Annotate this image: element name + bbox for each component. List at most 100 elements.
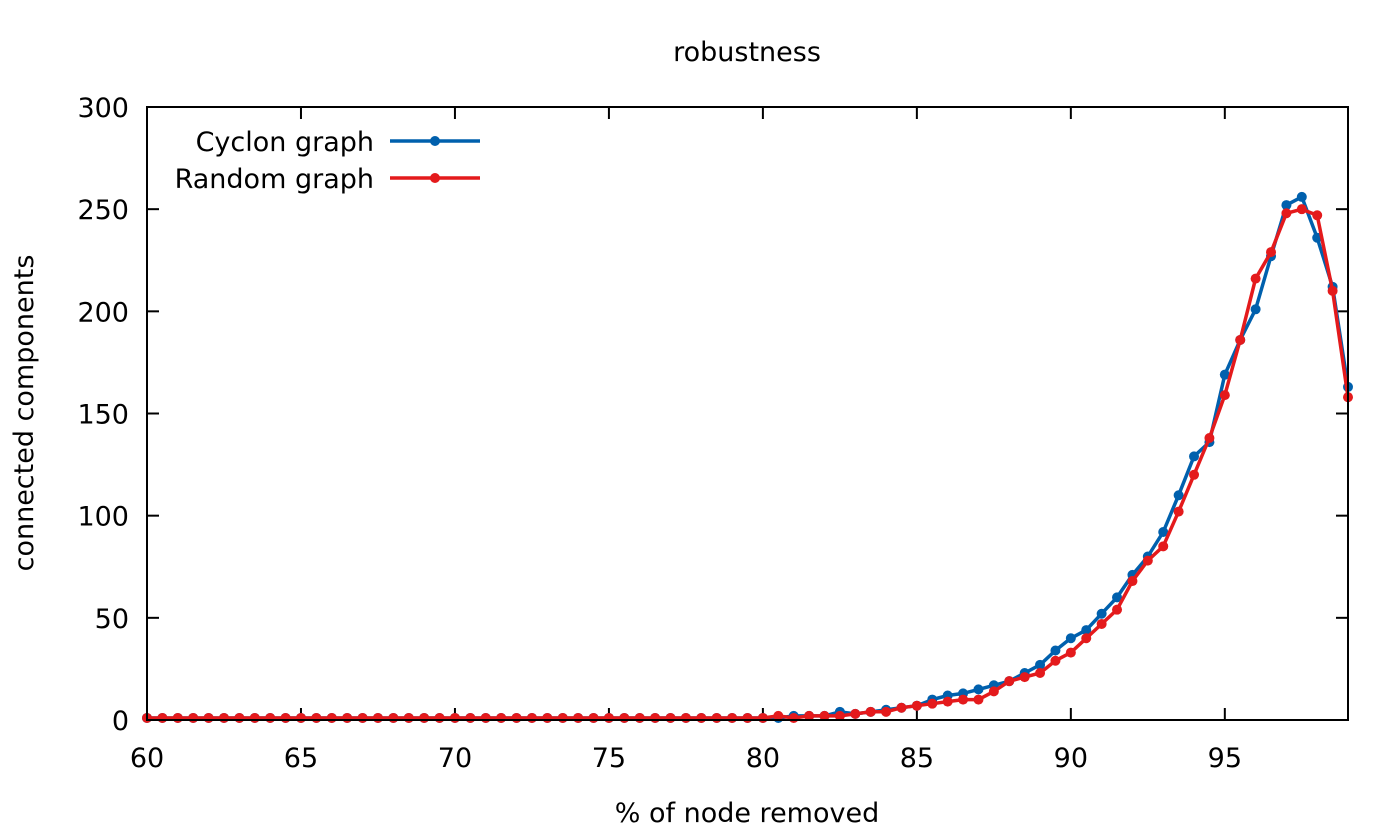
- legend-label: Cyclon graph: [196, 127, 374, 158]
- y-axis-label: connected components: [9, 255, 40, 572]
- data-point: [973, 694, 984, 705]
- data-point: [896, 702, 907, 713]
- chart-title: robustness: [673, 37, 821, 68]
- data-point: [819, 710, 830, 721]
- data-point: [1158, 527, 1169, 538]
- data-point: [1266, 247, 1277, 258]
- plot-frame: [146, 106, 1349, 721]
- series-2: [142, 204, 1353, 723]
- data-point: [1112, 604, 1123, 615]
- data-point: [588, 712, 599, 723]
- data-point: [157, 712, 168, 723]
- data-point: [1219, 369, 1230, 380]
- data-point: [1065, 633, 1076, 644]
- data-point: [1173, 506, 1184, 517]
- data-point: [542, 712, 553, 723]
- data-point: [188, 712, 199, 723]
- data-point: [665, 712, 676, 723]
- data-point: [1189, 451, 1200, 462]
- data-point: [1096, 618, 1107, 629]
- y-tick-label: 200: [77, 297, 129, 328]
- data-point: [973, 684, 984, 695]
- data-point: [773, 710, 784, 721]
- y-tick-label: 100: [77, 502, 129, 533]
- data-point: [480, 712, 491, 723]
- data-point: [388, 712, 399, 723]
- data-point: [311, 712, 322, 723]
- data-point: [249, 712, 260, 723]
- legend-marker: [430, 136, 440, 146]
- data-point: [265, 712, 276, 723]
- data-point: [1312, 210, 1323, 221]
- legend-marker: [430, 173, 440, 183]
- data-point: [1281, 208, 1292, 219]
- data-point: [372, 712, 383, 723]
- x-tick-label: 60: [130, 743, 164, 774]
- data-point: [680, 712, 691, 723]
- data-point: [1296, 204, 1307, 215]
- data-point: [1142, 555, 1153, 566]
- series-line: [147, 195, 1350, 720]
- data-point: [357, 712, 368, 723]
- data-point: [1112, 592, 1123, 603]
- data-point: [927, 698, 938, 709]
- x-tick-label: 85: [900, 743, 934, 774]
- data-point: [619, 712, 630, 723]
- data-point: [1096, 608, 1107, 619]
- data-point: [911, 700, 922, 711]
- data-point: [942, 696, 953, 707]
- data-point: [1050, 645, 1061, 656]
- data-point: [172, 712, 183, 723]
- data-point: [1050, 655, 1061, 666]
- series-1: [142, 191, 1353, 723]
- data-point: [804, 710, 815, 721]
- y-tick-label: 0: [112, 706, 129, 737]
- data-point: [1235, 334, 1246, 345]
- data-point: [1204, 433, 1215, 444]
- data-point: [1035, 668, 1046, 679]
- data-point: [650, 712, 661, 723]
- data-point: [434, 712, 445, 723]
- x-axis-label: % of node removed: [615, 798, 879, 829]
- data-point: [757, 712, 768, 723]
- data-point: [203, 712, 214, 723]
- data-point: [234, 712, 245, 723]
- data-point: [1158, 541, 1169, 552]
- data-point: [419, 712, 430, 723]
- data-point: [511, 712, 522, 723]
- data-point: [958, 694, 969, 705]
- data-point: [603, 712, 614, 723]
- data-point: [1250, 273, 1261, 284]
- data-point: [449, 712, 460, 723]
- data-point: [403, 712, 414, 723]
- data-point: [742, 712, 753, 723]
- data-point: [1019, 672, 1030, 683]
- data-point: [280, 712, 291, 723]
- legend-label: Random graph: [175, 164, 374, 195]
- x-tick-label: 80: [746, 743, 780, 774]
- data-point: [1127, 576, 1138, 587]
- data-point: [1081, 633, 1092, 644]
- data-point: [218, 712, 229, 723]
- data-point: [865, 706, 876, 717]
- data-point: [557, 712, 568, 723]
- data-point: [326, 712, 337, 723]
- x-tick-label: 95: [1208, 743, 1242, 774]
- data-point: [465, 712, 476, 723]
- data-point: [1219, 390, 1230, 401]
- data-point: [496, 712, 507, 723]
- x-tick-label: 65: [284, 743, 318, 774]
- data-point: [850, 708, 861, 719]
- y-tick-label: 150: [77, 400, 129, 431]
- data-point: [988, 686, 999, 697]
- data-point: [634, 712, 645, 723]
- data-point: [1065, 647, 1076, 658]
- x-tick-label: 90: [1054, 743, 1088, 774]
- data-point: [1004, 676, 1015, 687]
- data-point: [834, 710, 845, 721]
- series-line: [147, 207, 1350, 720]
- data-point: [573, 712, 584, 723]
- x-tick-label: 70: [438, 743, 472, 774]
- data-point: [696, 712, 707, 723]
